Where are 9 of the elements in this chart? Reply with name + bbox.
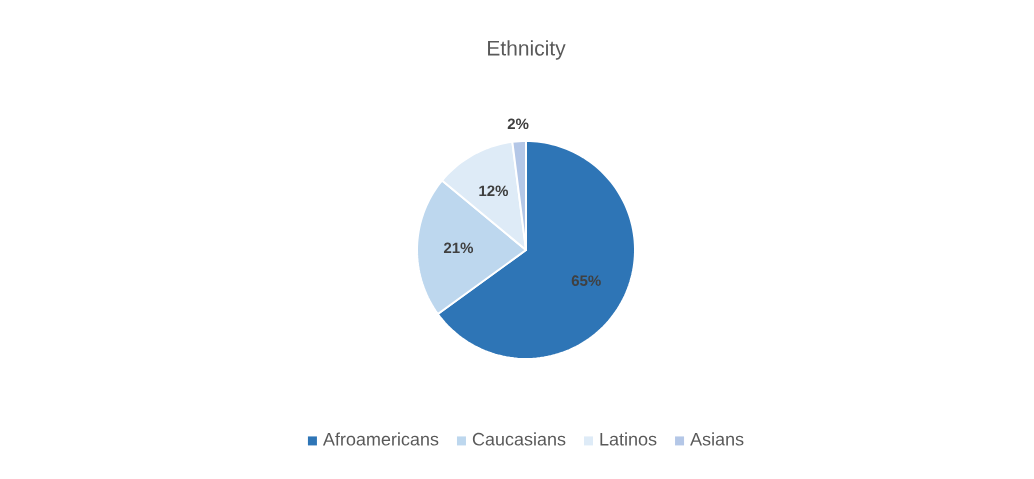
data-label: 21% xyxy=(443,242,474,254)
data-label: 12% xyxy=(479,185,509,197)
legend-label: Latinos xyxy=(600,432,657,446)
data-label: 2% xyxy=(507,118,529,130)
chart-title: Ethnicity xyxy=(488,40,566,60)
data-label: 65% xyxy=(571,275,601,286)
legend-label: Asians xyxy=(690,432,744,446)
legend-label: Afroamericans xyxy=(322,432,439,446)
legend-label: Caucasians xyxy=(472,432,566,446)
